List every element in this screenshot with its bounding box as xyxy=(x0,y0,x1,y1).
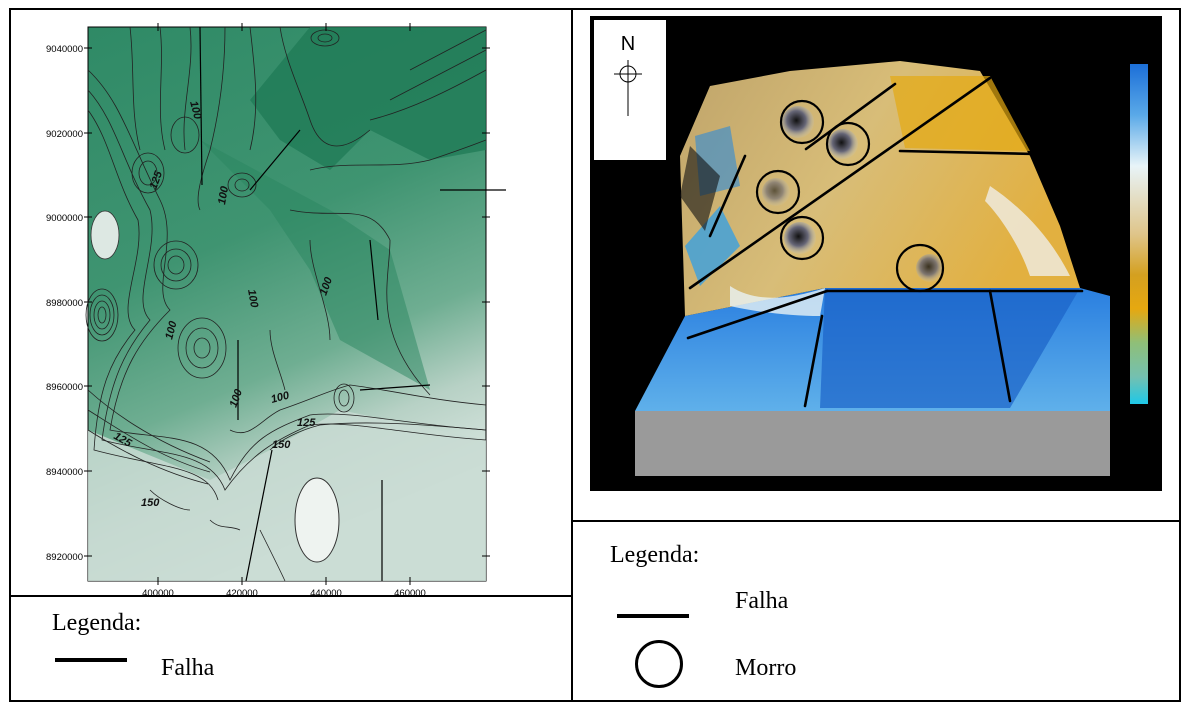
scale-label: 45 xyxy=(1150,93,1161,104)
hill-circle xyxy=(825,121,871,167)
fault-line xyxy=(803,314,824,408)
right-legend-fault-label: Falha xyxy=(735,588,789,614)
y-tick-label: 9000000 xyxy=(46,213,83,224)
contour-label: 150 xyxy=(272,439,291,451)
color-scale-labels: 60 55 50 45 40 35 30 25 20 15 10 05 00 9… xyxy=(1150,60,1161,329)
hill-circle xyxy=(755,169,801,215)
color-scale-bar xyxy=(1130,64,1148,404)
terrain-base xyxy=(635,411,1110,476)
fault-line xyxy=(688,76,992,290)
right-legend-divider xyxy=(571,520,1181,522)
scale-label: 90 xyxy=(1150,220,1161,231)
y-tick-label: 8940000 xyxy=(46,467,83,478)
scale-label: 40 xyxy=(1150,104,1161,115)
scale-label: 35 xyxy=(1150,115,1161,126)
scale-label: 80 xyxy=(1150,248,1161,259)
panel-divider xyxy=(571,8,573,702)
scale-label: 20 xyxy=(1150,148,1161,159)
left-legend-fault-label: Falha xyxy=(161,655,215,681)
left-legend-fault-symbol xyxy=(55,658,127,662)
contour-label: 100 xyxy=(270,389,292,406)
hill-markers xyxy=(762,106,944,282)
scale-label: 65 xyxy=(1150,290,1161,301)
y-tick-label: 8920000 xyxy=(46,552,83,563)
contour-label: 100 xyxy=(163,319,180,341)
hill-circle xyxy=(779,215,825,261)
y-tick-label: 8980000 xyxy=(46,298,83,309)
x-tick-label: 440000 xyxy=(310,588,342,595)
right-legend-title: Legenda: xyxy=(610,542,700,568)
scale-label: 00 xyxy=(1150,192,1161,203)
scale-label: 55 xyxy=(1150,318,1161,329)
terrain-3d-map: N 60 55 50 45 40 35 30 25 20 15 10 05 00… xyxy=(590,16,1162,491)
scale-label: 15 xyxy=(1150,159,1161,170)
scale-label: 25 xyxy=(1150,137,1161,148)
fault-line xyxy=(898,149,1038,156)
north-arrow-box xyxy=(594,20,666,160)
scale-label: 30 xyxy=(1150,126,1161,137)
scale-label: 60 xyxy=(1150,60,1161,71)
x-tick-label: 460000 xyxy=(394,588,426,595)
scale-label: 55 xyxy=(1150,71,1161,82)
right-legend-hill-symbol xyxy=(635,640,683,688)
fault-line xyxy=(708,154,747,238)
scale-label: 95 xyxy=(1150,206,1161,217)
contour-label: 150 xyxy=(141,497,160,509)
contour-label: 100 xyxy=(245,288,260,309)
fault-line xyxy=(686,289,829,340)
hill-circle xyxy=(779,99,825,145)
contour-map: 100 125 100 100 100 100 100 100 125 150 … xyxy=(46,23,506,595)
y-tick-label: 8960000 xyxy=(46,382,83,393)
scale-label: 10 xyxy=(1150,170,1161,181)
contour-label: 125 xyxy=(297,417,316,429)
fault-line xyxy=(988,289,1012,403)
x-tick-label: 400000 xyxy=(142,588,174,595)
figure-frame xyxy=(9,8,1181,702)
scale-label: 50 xyxy=(1150,82,1161,93)
right-legend-fault-symbol xyxy=(617,614,689,618)
scale-label: 05 xyxy=(1150,181,1161,192)
scale-label: 75 xyxy=(1150,262,1161,273)
left-legend-title: Legenda: xyxy=(52,610,142,636)
fault-line xyxy=(804,82,897,151)
right-legend-hill-label: Morro xyxy=(735,655,797,681)
y-tick-label: 9040000 xyxy=(46,44,83,55)
contour-label: 100 xyxy=(187,100,204,122)
scale-label: 70 xyxy=(1150,276,1161,287)
left-legend-divider xyxy=(9,595,573,597)
scale-label: 85 xyxy=(1150,234,1161,245)
y-tick-label: 9020000 xyxy=(46,129,83,140)
north-label: N xyxy=(621,33,635,55)
x-tick-label: 420000 xyxy=(226,588,258,595)
contour-label: 100 xyxy=(216,184,231,205)
north-arrow-icon xyxy=(614,60,642,116)
scale-label: 60 xyxy=(1150,304,1161,315)
